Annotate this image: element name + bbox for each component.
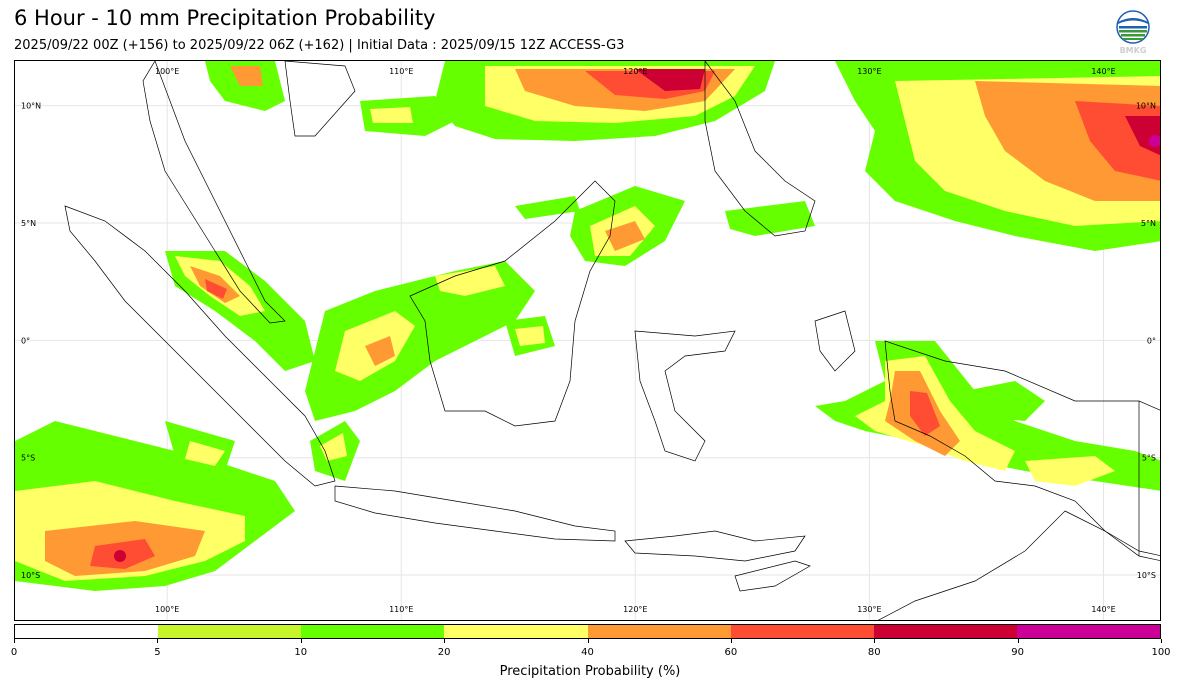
colorbar-tick-label: 90 (1011, 647, 1024, 658)
precip-zone-north-borneo-philippines (515, 186, 815, 266)
coast-sumatra (64, 205, 336, 487)
colorbar-tick-mark (300, 639, 302, 643)
colorbar-tick-mark (730, 639, 732, 643)
lon-label-top: 130°E (857, 67, 881, 76)
lat-label-left: 5°S (21, 454, 35, 463)
coast-lesser-sunda (624, 530, 806, 562)
colorbar-tick-label: 100 (1151, 647, 1171, 658)
lat-label-left: 10°S (21, 571, 40, 580)
colorbar-segment (587, 625, 731, 638)
colorbar-segment (873, 625, 1017, 638)
lon-label-bottom: 130°E (857, 605, 881, 614)
colorbar-tick-label: 0 (10, 647, 18, 658)
bmkg-logo-icon: BMKG (1116, 10, 1150, 55)
colorbar-tick-mark (14, 639, 15, 643)
bmkg-logo: BMKG (1115, 10, 1151, 56)
precip-zone-papua-banda (815, 341, 1160, 491)
lon-label-bottom: 140°E (1091, 605, 1115, 614)
colorbar-tick-mark (1161, 639, 1162, 643)
precip-zone-indian-ocean-southwest (15, 421, 295, 591)
colorbar-tick-mark (1017, 639, 1019, 643)
colorbar-segment (158, 625, 302, 638)
map-subtitle: 2025/09/22 00Z (+156) to 2025/09/22 06Z … (14, 38, 625, 53)
colorbar-tick-label: 10 (294, 647, 308, 658)
coast-halmahera (814, 310, 856, 372)
precip-zone-sumatra-malaya (165, 61, 455, 371)
coast-philippines (704, 61, 816, 237)
colorbar-segment (301, 625, 445, 638)
colorbar-tick-label: 80 (867, 647, 881, 658)
lat-label-left: 5°N (21, 219, 36, 228)
map-canvas: 100°E 110°E 120°E 130°E 140°E 100°E 110°E 120°E… (15, 61, 1160, 620)
coast-australia (878, 510, 1160, 620)
colorbar-tick-label: 40 (581, 647, 594, 658)
coast-timor (734, 560, 811, 592)
colorbar-tick-mark (444, 639, 446, 643)
lon-label-top: 110°E (389, 67, 413, 76)
lat-label-right: 5°N (1141, 219, 1156, 228)
precip-zone-north-south-china-sea (435, 61, 775, 141)
lon-label-bottom: 100°E (155, 605, 179, 614)
logo-text: BMKG (1120, 46, 1147, 55)
colorbar-label: Precipitation Probability (%) (499, 664, 681, 679)
lon-label-top: 120°E (623, 67, 647, 76)
map-grid-labels: 100°E 110°E 120°E 130°E 140°E 100°E 110°E 120°E… (21, 67, 1156, 614)
lat-label-right: 10°N (1136, 102, 1156, 111)
colorbar-tick-label: 20 (437, 647, 451, 658)
colorbar-segment (15, 625, 159, 638)
lat-label-right: 0° (1147, 336, 1156, 345)
lat-label-left: 0° (21, 336, 30, 345)
colorbar-tick-label: 60 (724, 647, 738, 658)
coast-sulawesi (634, 330, 736, 462)
coast-indochina (284, 61, 356, 137)
coastlines (64, 61, 1160, 620)
lat-label-right: 10°S (1137, 571, 1156, 580)
lon-label-bottom: 110°E (389, 605, 413, 614)
lat-label-right: 5°S (1142, 454, 1156, 463)
map-title: 6 Hour - 10 mm Precipitation Probability (14, 6, 436, 30)
colorbar-tick-label: 5 (154, 647, 161, 658)
precip-zone-west-pacific (835, 61, 1160, 251)
coast-borneo (409, 180, 616, 427)
colorbar-segment (730, 625, 874, 638)
colorbar-segment (444, 625, 588, 638)
coast-malay-peninsula (142, 61, 286, 324)
lon-label-bottom: 120°E (623, 605, 647, 614)
precipitation-map: 100°E 110°E 120°E 130°E 140°E 100°E 110°E 120°E… (14, 60, 1161, 621)
coast-java (334, 485, 616, 542)
lon-label-top: 100°E (155, 67, 179, 76)
colorbar (14, 624, 1161, 639)
colorbar-tick-mark (874, 639, 876, 643)
colorbar-tick-mark (157, 639, 159, 643)
lat-label-left: 10°N (21, 102, 41, 111)
precip-zone-borneo-java-sea (305, 261, 555, 481)
lon-label-top: 140°E (1091, 67, 1115, 76)
colorbar-tick-mark (587, 639, 589, 643)
colorbar-segment (1016, 625, 1160, 638)
